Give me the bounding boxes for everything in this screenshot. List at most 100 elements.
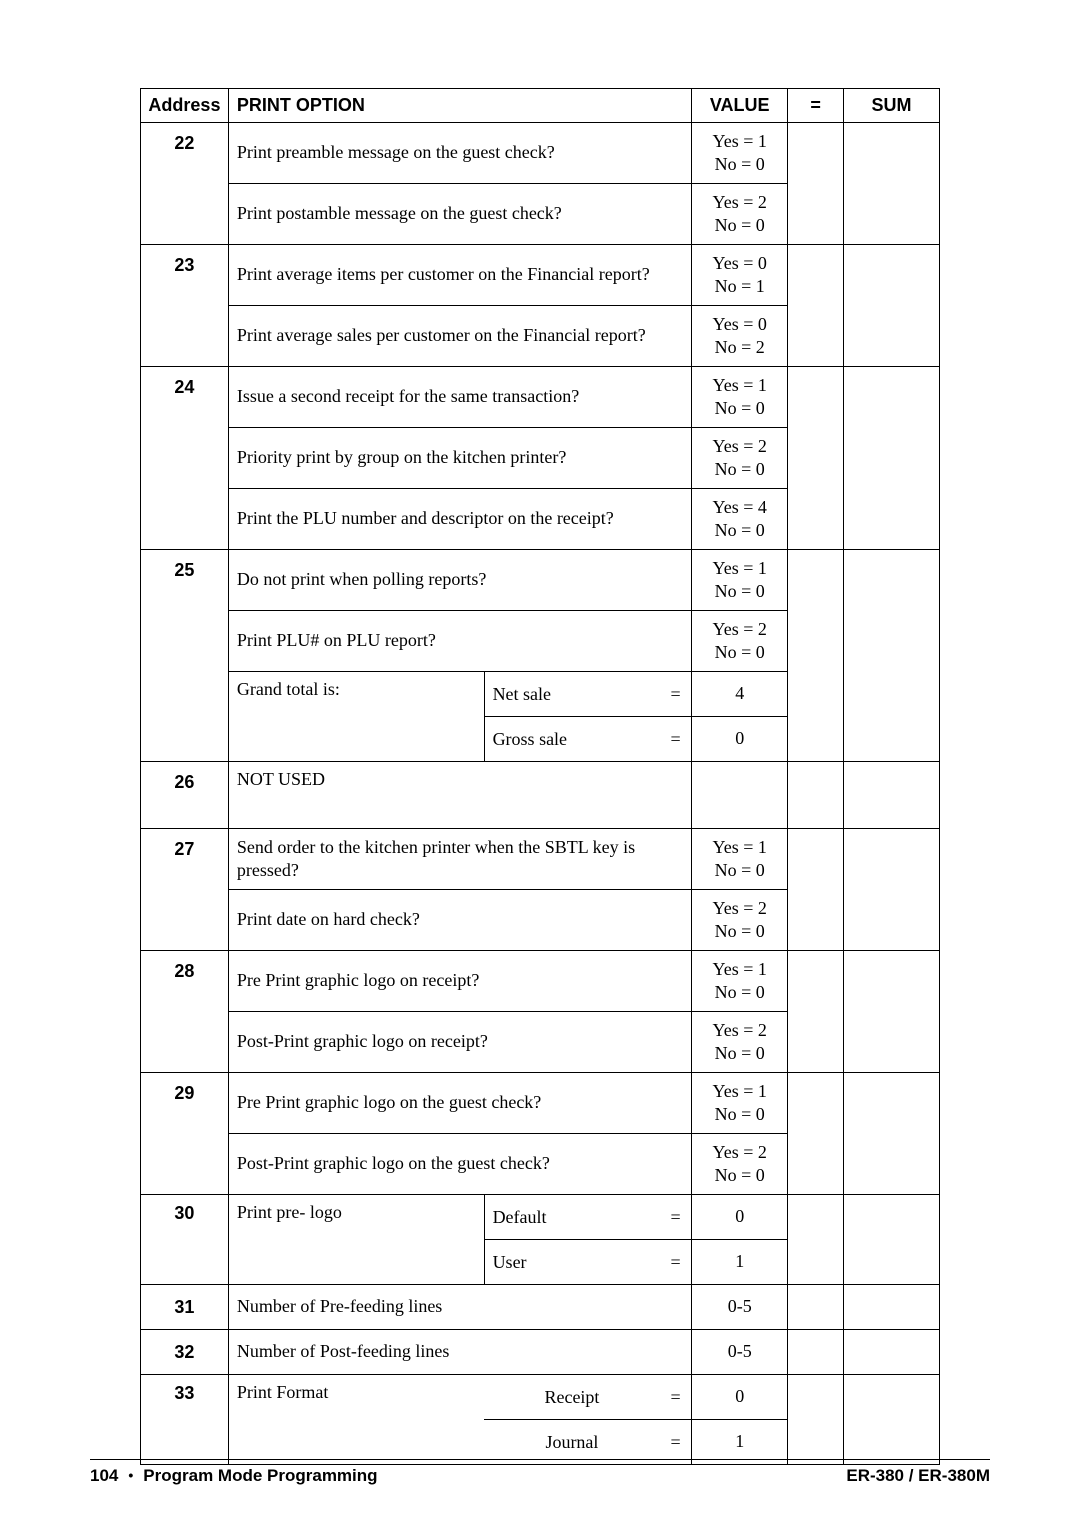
equals-cell — [788, 1195, 844, 1285]
value-cell: 0 — [692, 1375, 788, 1420]
value-cell: Yes = 1 No = 0 — [692, 951, 788, 1012]
eq-symbol: = — [660, 1420, 692, 1465]
sum-cell — [844, 550, 940, 762]
value-cell: Yes = 2 No = 0 — [692, 1012, 788, 1073]
equals-cell — [788, 1285, 844, 1330]
value-cell — [692, 762, 788, 829]
option-desc: Send order to the kitchen printer when t… — [228, 829, 691, 890]
value-cell: Yes = 2 No = 0 — [692, 1134, 788, 1195]
table-header-row: Address PRINT OPTION VALUE = SUM — [141, 89, 940, 123]
option-desc: Print average items per customer on the … — [228, 245, 691, 306]
model-label: ER-380 / ER-380M — [846, 1466, 990, 1486]
value-cell: 1 — [692, 1420, 788, 1465]
equals-cell — [788, 367, 844, 550]
sum-cell — [844, 123, 940, 245]
option-mid: Gross sale — [484, 717, 660, 762]
table-row: 29 Pre Print graphic logo on the guest c… — [141, 1073, 940, 1134]
value-cell: Yes = 2 No = 0 — [692, 428, 788, 489]
option-desc: Pre Print graphic logo on receipt? — [228, 951, 691, 1012]
sum-cell — [844, 245, 940, 367]
header-equals: = — [788, 89, 844, 123]
value-cell: Yes = 1 No = 0 — [692, 1073, 788, 1134]
option-left: Print pre- logo — [228, 1195, 484, 1285]
table-row: 32 Number of Post-feeding lines 0-5 — [141, 1330, 940, 1375]
value-cell: Yes = 2 No = 0 — [692, 890, 788, 951]
value-cell: 0 — [692, 1195, 788, 1240]
option-desc: Print postamble message on the guest che… — [228, 184, 691, 245]
option-left: Print Format — [228, 1375, 484, 1465]
table-row: 23 Print average items per customer on t… — [141, 245, 940, 306]
value-cell: 1 — [692, 1240, 788, 1285]
value-cell: Yes = 1 No = 0 — [692, 829, 788, 890]
section-title: Program Mode Programming — [143, 1466, 377, 1486]
option-desc: Post-Print graphic logo on the guest che… — [228, 1134, 691, 1195]
option-desc: Print date on hard check? — [228, 890, 691, 951]
equals-cell — [788, 1073, 844, 1195]
option-mid: Default — [484, 1195, 660, 1240]
equals-cell — [788, 1330, 844, 1375]
equals-cell — [788, 550, 844, 762]
eq-symbol: = — [660, 717, 692, 762]
document-page: Address PRINT OPTION VALUE = SUM 22 Prin… — [0, 0, 1080, 1528]
address-cell: 33 — [141, 1375, 229, 1465]
value-cell: 0-5 — [692, 1330, 788, 1375]
address-cell: 32 — [141, 1330, 229, 1375]
address-cell: 31 — [141, 1285, 229, 1330]
value-cell: Yes = 1 No = 0 — [692, 367, 788, 428]
sum-cell — [844, 1375, 940, 1465]
table-row: 27 Send order to the kitchen printer whe… — [141, 829, 940, 890]
address-cell: 22 — [141, 123, 229, 245]
value-cell: Yes = 0 No = 2 — [692, 306, 788, 367]
page-number: 104 — [90, 1466, 118, 1486]
option-desc: Post-Print graphic logo on receipt? — [228, 1012, 691, 1073]
address-cell: 25 — [141, 550, 229, 762]
value-cell: Yes = 1 No = 0 — [692, 123, 788, 184]
option-mid: Receipt — [484, 1375, 660, 1420]
table-row: 22 Print preamble message on the guest c… — [141, 123, 940, 184]
sum-cell — [844, 1195, 940, 1285]
page-footer: 104 • Program Mode Programming ER-380 / … — [0, 1459, 1080, 1486]
table-row: 26 NOT USED — [141, 762, 940, 829]
option-desc: Print average sales per customer on the … — [228, 306, 691, 367]
value-cell: 0 — [692, 717, 788, 762]
value-cell: 0-5 — [692, 1285, 788, 1330]
address-cell: 23 — [141, 245, 229, 367]
option-mid: Net sale — [484, 672, 660, 717]
table-row: 31 Number of Pre-feeding lines 0-5 — [141, 1285, 940, 1330]
option-left: Grand total is: — [228, 672, 484, 762]
table-row: 30 Print pre- logo Default = 0 — [141, 1195, 940, 1240]
eq-symbol: = — [660, 1195, 692, 1240]
equals-cell — [788, 829, 844, 951]
equals-cell — [788, 245, 844, 367]
table-row: 28 Pre Print graphic logo on receipt? Ye… — [141, 951, 940, 1012]
option-desc: Number of Post-feeding lines — [228, 1330, 691, 1375]
option-desc: Do not print when polling reports? — [228, 550, 691, 611]
print-option-table: Address PRINT OPTION VALUE = SUM 22 Prin… — [140, 88, 940, 1465]
sum-cell — [844, 1330, 940, 1375]
address-cell: 27 — [141, 829, 229, 951]
header-sum: SUM — [844, 89, 940, 123]
value-cell: Yes = 2 No = 0 — [692, 611, 788, 672]
value-cell: 4 — [692, 672, 788, 717]
equals-cell — [788, 1375, 844, 1465]
table-row: 24 Issue a second receipt for the same t… — [141, 367, 940, 428]
eq-symbol: = — [660, 1375, 692, 1420]
sum-cell — [844, 951, 940, 1073]
header-print-option: PRINT OPTION — [228, 89, 691, 123]
option-desc: Print PLU# on PLU report? — [228, 611, 691, 672]
option-desc: Print preamble message on the guest chec… — [228, 123, 691, 184]
sum-cell — [844, 829, 940, 951]
equals-cell — [788, 762, 844, 829]
option-desc: Issue a second receipt for the same tran… — [228, 367, 691, 428]
footer-divider — [90, 1459, 990, 1460]
value-cell: Yes = 1 No = 0 — [692, 550, 788, 611]
address-cell: 24 — [141, 367, 229, 550]
option-desc: Print the PLU number and descriptor on t… — [228, 489, 691, 550]
address-cell: 26 — [141, 762, 229, 829]
bullet-icon: • — [128, 1467, 133, 1483]
option-desc: Priority print by group on the kitchen p… — [228, 428, 691, 489]
option-mid: Journal — [484, 1420, 660, 1465]
header-address: Address — [141, 89, 229, 123]
sum-cell — [844, 1285, 940, 1330]
sum-cell — [844, 762, 940, 829]
